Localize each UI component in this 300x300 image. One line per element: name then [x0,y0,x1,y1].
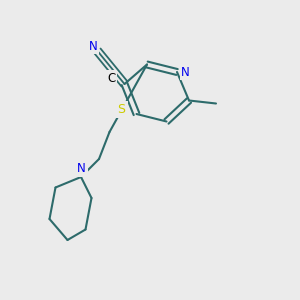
Text: C: C [107,71,115,85]
Text: N: N [76,161,85,175]
Text: N: N [181,65,190,79]
Text: N: N [88,40,98,53]
Text: S: S [118,103,125,116]
